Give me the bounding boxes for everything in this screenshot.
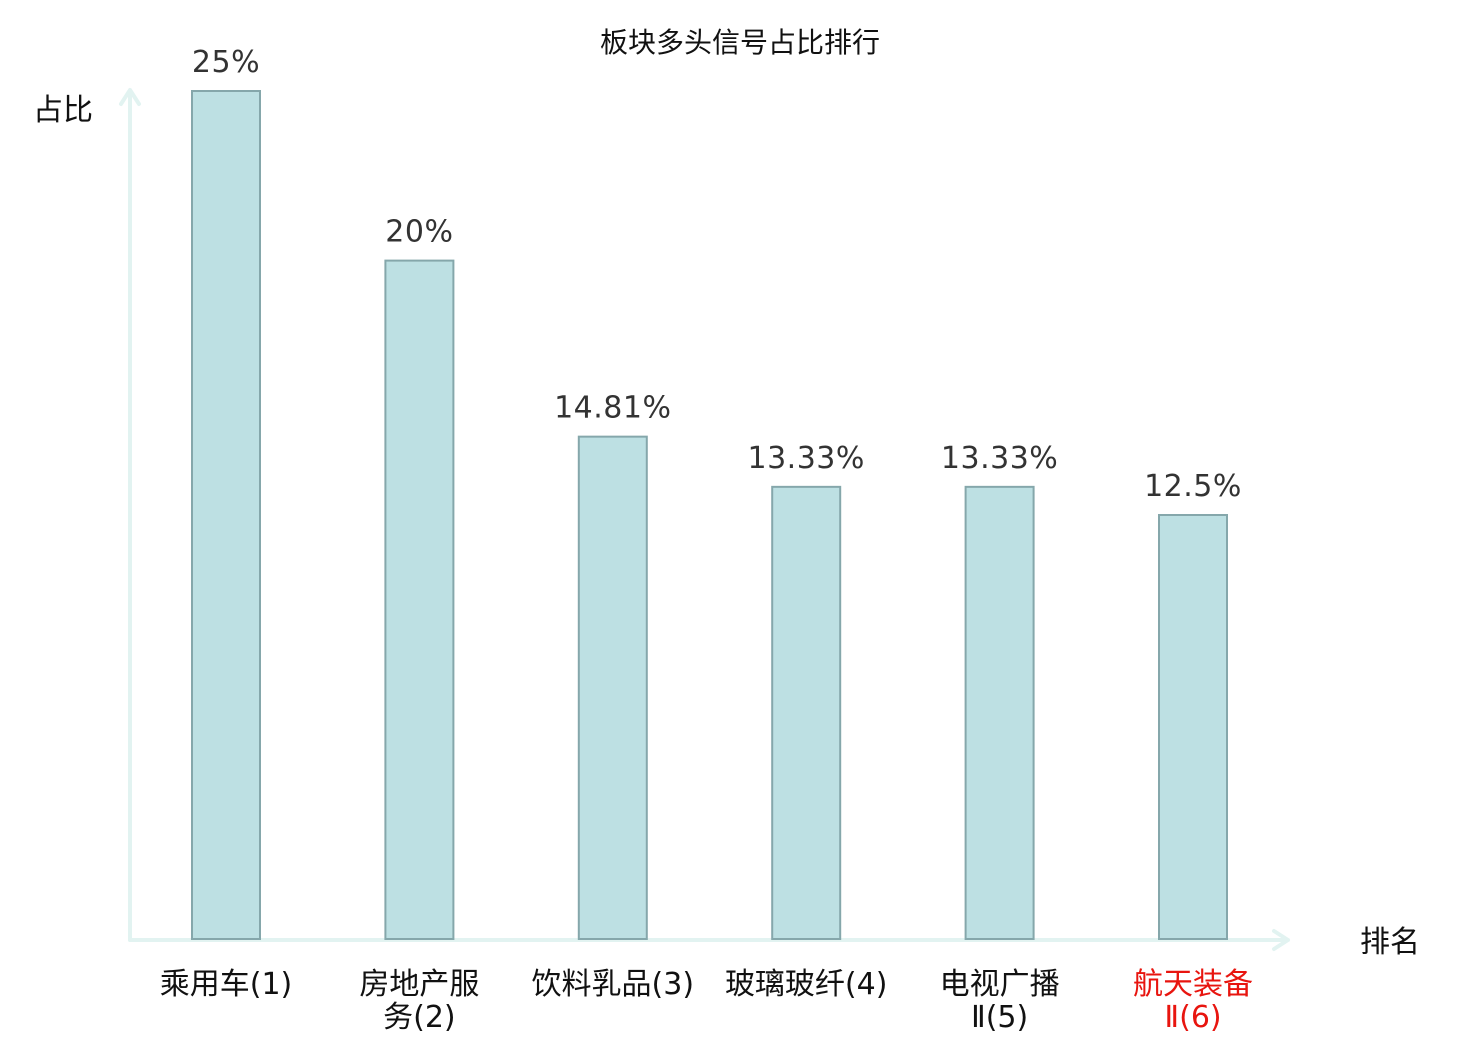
value-label: 13.33% — [941, 441, 1058, 476]
category-label: Ⅱ(6) — [1164, 1000, 1221, 1035]
chart-title: 板块多头信号占比排行 — [600, 26, 880, 59]
category-label: Ⅱ(5) — [971, 1000, 1028, 1035]
category-label: 电视广播 — [940, 967, 1060, 1002]
value-label: 12.5% — [1144, 469, 1242, 504]
bar — [191, 90, 261, 940]
category-label: 航天装备 — [1133, 967, 1253, 1002]
x-axis — [128, 929, 1290, 951]
y-axis — [119, 88, 141, 942]
category-label: 玻璃玻纤(4) — [725, 967, 888, 1002]
category-label: 饮料乳品(3) — [532, 967, 695, 1002]
y-axis-label: 占比 — [33, 93, 93, 128]
bars-group — [191, 90, 1228, 941]
bar — [964, 485, 1035, 940]
value-labels-group: 25% 20% 14.81% 13.33% 13.33% 12.5% — [192, 45, 1242, 504]
bar — [384, 259, 455, 941]
value-label: 25% — [192, 45, 260, 80]
category-label: 乘用车(1) — [160, 967, 293, 1002]
value-label: 14.81% — [554, 391, 671, 426]
value-label: 13.33% — [748, 441, 865, 476]
bar — [1158, 514, 1228, 940]
x-axis-label: 排名 — [1360, 925, 1420, 960]
bar — [771, 485, 842, 940]
category-label: 务(2) — [383, 1000, 456, 1035]
bar — [577, 435, 648, 940]
category-label: 房地产服 — [359, 967, 479, 1002]
value-label: 20% — [385, 215, 453, 250]
